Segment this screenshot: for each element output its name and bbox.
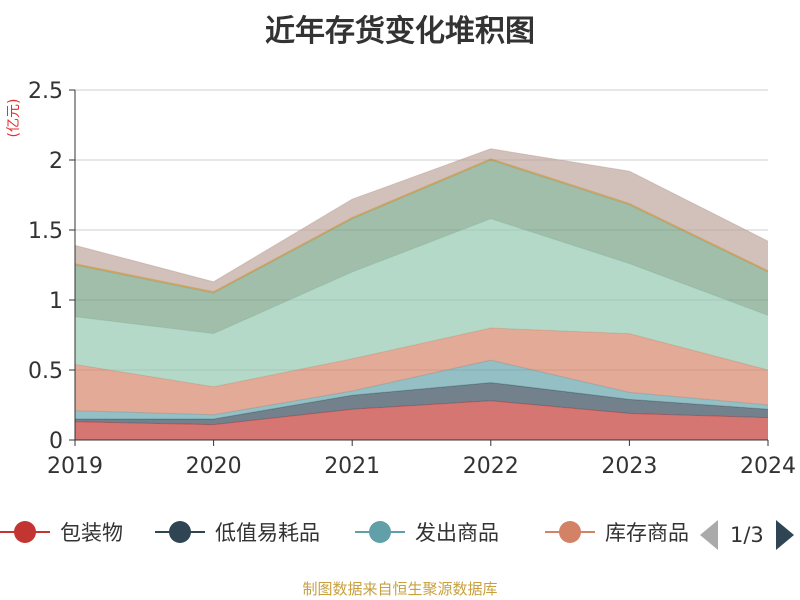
y-tick-label: 0 (49, 429, 63, 454)
axis-layer: 0 0.5 1 1.5 2 2.5 2019 2020 2021 2022 2023 2024 (28, 79, 796, 479)
area-series-4 (75, 218, 768, 387)
x-tick-label: 2022 (463, 454, 519, 479)
legend-label: 库存商品 (605, 521, 689, 545)
legend-item[interactable]: 库存商品 (545, 512, 689, 552)
legend-item[interactable]: 低值易耗品 (155, 512, 320, 552)
legend-item[interactable]: 包装物 (0, 512, 123, 552)
area-series-7 (75, 148, 768, 292)
legend-swatch (155, 521, 205, 543)
x-tick-label: 2023 (601, 454, 657, 479)
x-tick-label: 2024 (740, 454, 796, 479)
chart-title: 近年存货变化堆积图 (265, 14, 535, 49)
pager-next-icon[interactable] (775, 520, 794, 550)
pager-prev-icon[interactable] (700, 520, 718, 550)
x-tick-label: 2020 (186, 454, 242, 479)
area-series-3 (75, 328, 768, 415)
y-axis-label: (亿元) (6, 99, 22, 138)
area-series-5 (75, 160, 768, 334)
legend-pager: 1/3 (700, 515, 794, 555)
pager-label: 1/3 (730, 523, 764, 547)
legend-label: 包装物 (60, 521, 123, 545)
legend-swatch (0, 521, 50, 543)
y-tick-label: 1 (49, 289, 63, 314)
y-tick-label: 0.5 (28, 359, 63, 384)
legend-label: 低值易耗品 (215, 521, 320, 545)
x-tick-label: 2019 (47, 454, 103, 479)
y-tick-label: 2.5 (28, 79, 63, 104)
y-tick-label: 2 (49, 149, 63, 174)
legend-item[interactable]: 发出商品 (355, 512, 499, 552)
x-tick-label: 2021 (324, 454, 380, 479)
area-layer (74, 148, 769, 440)
area-series-line-7 (74, 148, 769, 283)
area-series-1 (75, 382, 768, 425)
legend-label: 发出商品 (415, 521, 499, 545)
y-tick-label: 1.5 (28, 219, 63, 244)
legend-swatch (545, 521, 595, 543)
legend: 包装物 低值易耗品 发出商品 库存商品 (0, 512, 690, 552)
legend-swatch (355, 521, 405, 543)
data-source-note: 制图数据来自恒生聚源数据库 (302, 580, 498, 598)
